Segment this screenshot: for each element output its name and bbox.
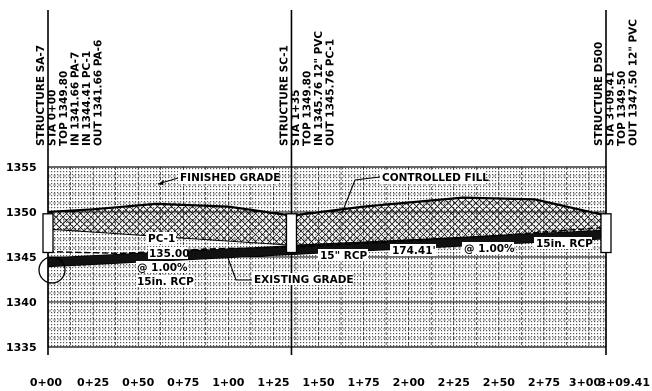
structure-d500-text-1: STA 3+09.41 <box>605 71 617 146</box>
structure-sa7-text-2: TOP 1349.80 <box>58 71 70 146</box>
pipe2-size: 15" RCP <box>320 250 368 262</box>
structure-sa7-text-4: IN 1344.41 PC-1 <box>81 51 93 146</box>
x-tick-9: 2+25 <box>438 376 470 389</box>
x-tick-13: 3+09.41 <box>598 376 650 389</box>
y-tick-1345: 1345 <box>6 251 37 264</box>
x-tick-8: 2+00 <box>393 376 426 389</box>
structure-sa7-circle <box>38 256 66 284</box>
structure-sc1-text-1: STA 1+35 <box>290 90 302 146</box>
x-tick-11: 2+75 <box>528 376 560 389</box>
x-tick-6: 1+50 <box>302 376 335 389</box>
structure-d500-box <box>600 213 612 254</box>
structure-d500-text-0: STRUCTURE D500 <box>593 42 605 146</box>
pipe1-size: 15in. RCP <box>137 276 194 288</box>
structure-sa7-text-5: OUT 1341.66 PA-6 <box>93 40 105 146</box>
structure-d500-text-2: TOP 1349.50 <box>616 71 628 146</box>
annotations: FINISHED GRADE CONTROLLED FILL PC-1 135.… <box>38 171 593 288</box>
structure-lines <box>42 10 612 355</box>
x-tick-0: 0+00 <box>30 376 63 389</box>
structure-sa7-box <box>42 213 54 254</box>
structure-sc1-text-3: IN 1345.76 12" PVC <box>313 31 325 146</box>
structure-sc1-text-2: TOP 1349.80 <box>301 71 313 146</box>
structure-sa7-text-1: STA 0+00 <box>47 90 59 146</box>
controlled-fill-label: CONTROLLED FILL <box>382 172 489 184</box>
x-tick-7: 1+75 <box>348 376 380 389</box>
x-tick-10: 2+50 <box>483 376 516 389</box>
x-tick-12: 3+00 <box>569 376 602 389</box>
structure-labels: STRUCTURE SA-7 STA 0+00 TOP 1349.80 IN 1341… <box>35 19 640 146</box>
pipe1-length: 135.00' <box>149 248 193 260</box>
pipe2-slope: @ 1.00% <box>464 243 515 255</box>
structure-sc1-box <box>285 213 298 254</box>
y-axis-ticks: 1355 1350 1345 1340 1335 <box>6 161 37 354</box>
x-tick-4: 1+00 <box>212 376 245 389</box>
structure-sc1-text-4: OUT 1345.76 PC-1 <box>324 39 336 146</box>
pipe2-length: 174.41' <box>392 245 436 257</box>
y-tick-1350: 1350 <box>6 206 37 219</box>
x-tick-2: 0+50 <box>122 376 155 389</box>
structure-sc1-text-0: STRUCTURE SC-1 <box>278 45 290 146</box>
structure-d500-text-3: OUT 1347.50 12" PVC <box>628 19 640 146</box>
pipe2-size2: 15in. RCP <box>536 238 593 250</box>
x-axis-ticks: 0+00 0+25 0+50 0+75 1+00 1+25 1+50 1+75 2+00 2+25… <box>30 376 650 389</box>
existing-grade-label: EXISTING GRADE <box>254 274 354 286</box>
y-tick-1355: 1355 <box>6 161 37 174</box>
finished-grade-label: FINISHED GRADE <box>180 172 280 184</box>
y-tick-1335: 1335 <box>6 341 37 354</box>
y-tick-1340: 1340 <box>6 296 37 309</box>
pipe1-slope: @ 1.00% <box>137 262 188 274</box>
x-tick-1: 0+25 <box>77 376 109 389</box>
x-tick-3: 0+75 <box>167 376 199 389</box>
structure-sa7-text-3: IN 1341.66 PA-7 <box>70 52 82 146</box>
pipe1-name: PC-1 <box>148 233 175 245</box>
structure-sa7-text-0: STRUCTURE SA-7 <box>35 45 47 146</box>
x-tick-5: 1+25 <box>257 376 289 389</box>
